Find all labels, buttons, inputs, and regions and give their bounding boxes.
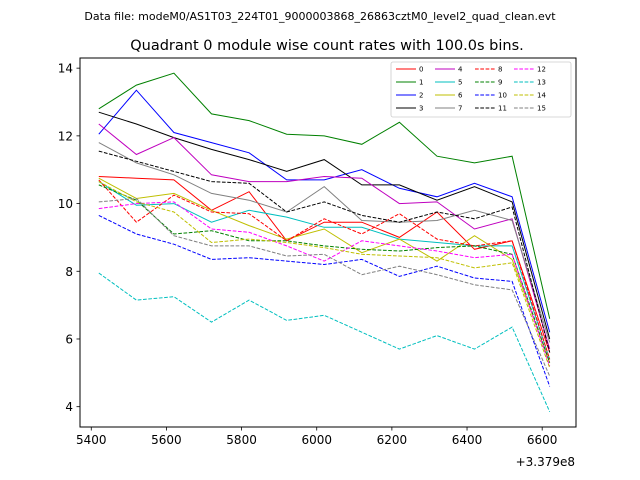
- plot-frame: [79, 57, 577, 428]
- series-line-7: [98, 142, 551, 343]
- y-tick-label: 14: [58, 62, 73, 76]
- x-tick-label: 5400: [76, 433, 107, 447]
- y-tick-label: 10: [58, 197, 73, 211]
- x-tick-label: 6000: [301, 433, 332, 447]
- legend-label-5: 5: [458, 79, 462, 87]
- x-tick-label: 5800: [226, 433, 257, 447]
- legend-label-10: 10: [498, 92, 507, 100]
- x-tick-label: 5600: [151, 433, 182, 447]
- legend-label-13: 13: [537, 79, 546, 87]
- series-line-6: [98, 177, 551, 363]
- legend-label-1: 1: [419, 79, 423, 87]
- y-axis: 4 6 8 10 12 14: [58, 62, 80, 414]
- legend-label-2: 2: [419, 92, 423, 100]
- y-tick-label: 8: [65, 265, 73, 279]
- legend-label-0: 0: [419, 66, 423, 74]
- series-line-2: [98, 89, 551, 333]
- series-line-10: [98, 214, 551, 387]
- x-tick-label: 6200: [377, 433, 408, 447]
- legend-label-11: 11: [498, 105, 507, 113]
- x-tick-label: 6600: [527, 433, 558, 447]
- series-line-12: [98, 201, 551, 367]
- legend-label-8: 8: [498, 66, 502, 74]
- figure-suptitle: Data file: modeM0/AS1T03_224T01_90000038…: [84, 10, 556, 23]
- series-line-0: [98, 176, 551, 353]
- series-line-15: [98, 197, 551, 377]
- legend-box: [390, 61, 572, 118]
- legend-label-4: 4: [458, 66, 463, 74]
- series-line-14: [98, 181, 551, 368]
- legend-label-14: 14: [537, 92, 546, 100]
- legend-label-15: 15: [537, 105, 546, 113]
- legend-label-7: 7: [458, 105, 462, 113]
- x-tick-label: 6400: [452, 433, 483, 447]
- series-line-8: [98, 179, 551, 360]
- series-line-11: [98, 150, 551, 353]
- series-layer: [98, 72, 551, 413]
- series-line-13: [98, 272, 551, 413]
- legend-label-12: 12: [537, 66, 546, 74]
- legend-label-3: 3: [419, 105, 423, 113]
- series-line-1: [98, 72, 551, 319]
- y-tick-label: 4: [65, 400, 73, 414]
- x-offset-label: +3.379e8: [516, 455, 575, 469]
- x-axis: 5400 5600 5800 6000 6200 6400 6600: [76, 427, 557, 447]
- y-tick-label: 12: [58, 129, 73, 143]
- series-line-9: [98, 184, 551, 363]
- series-line-4: [98, 123, 551, 350]
- legend-label-6: 6: [458, 92, 463, 100]
- legend-label-9: 9: [498, 79, 502, 87]
- chart-title: Quadrant 0 module wise count rates with …: [130, 38, 524, 54]
- y-tick-label: 6: [65, 332, 73, 346]
